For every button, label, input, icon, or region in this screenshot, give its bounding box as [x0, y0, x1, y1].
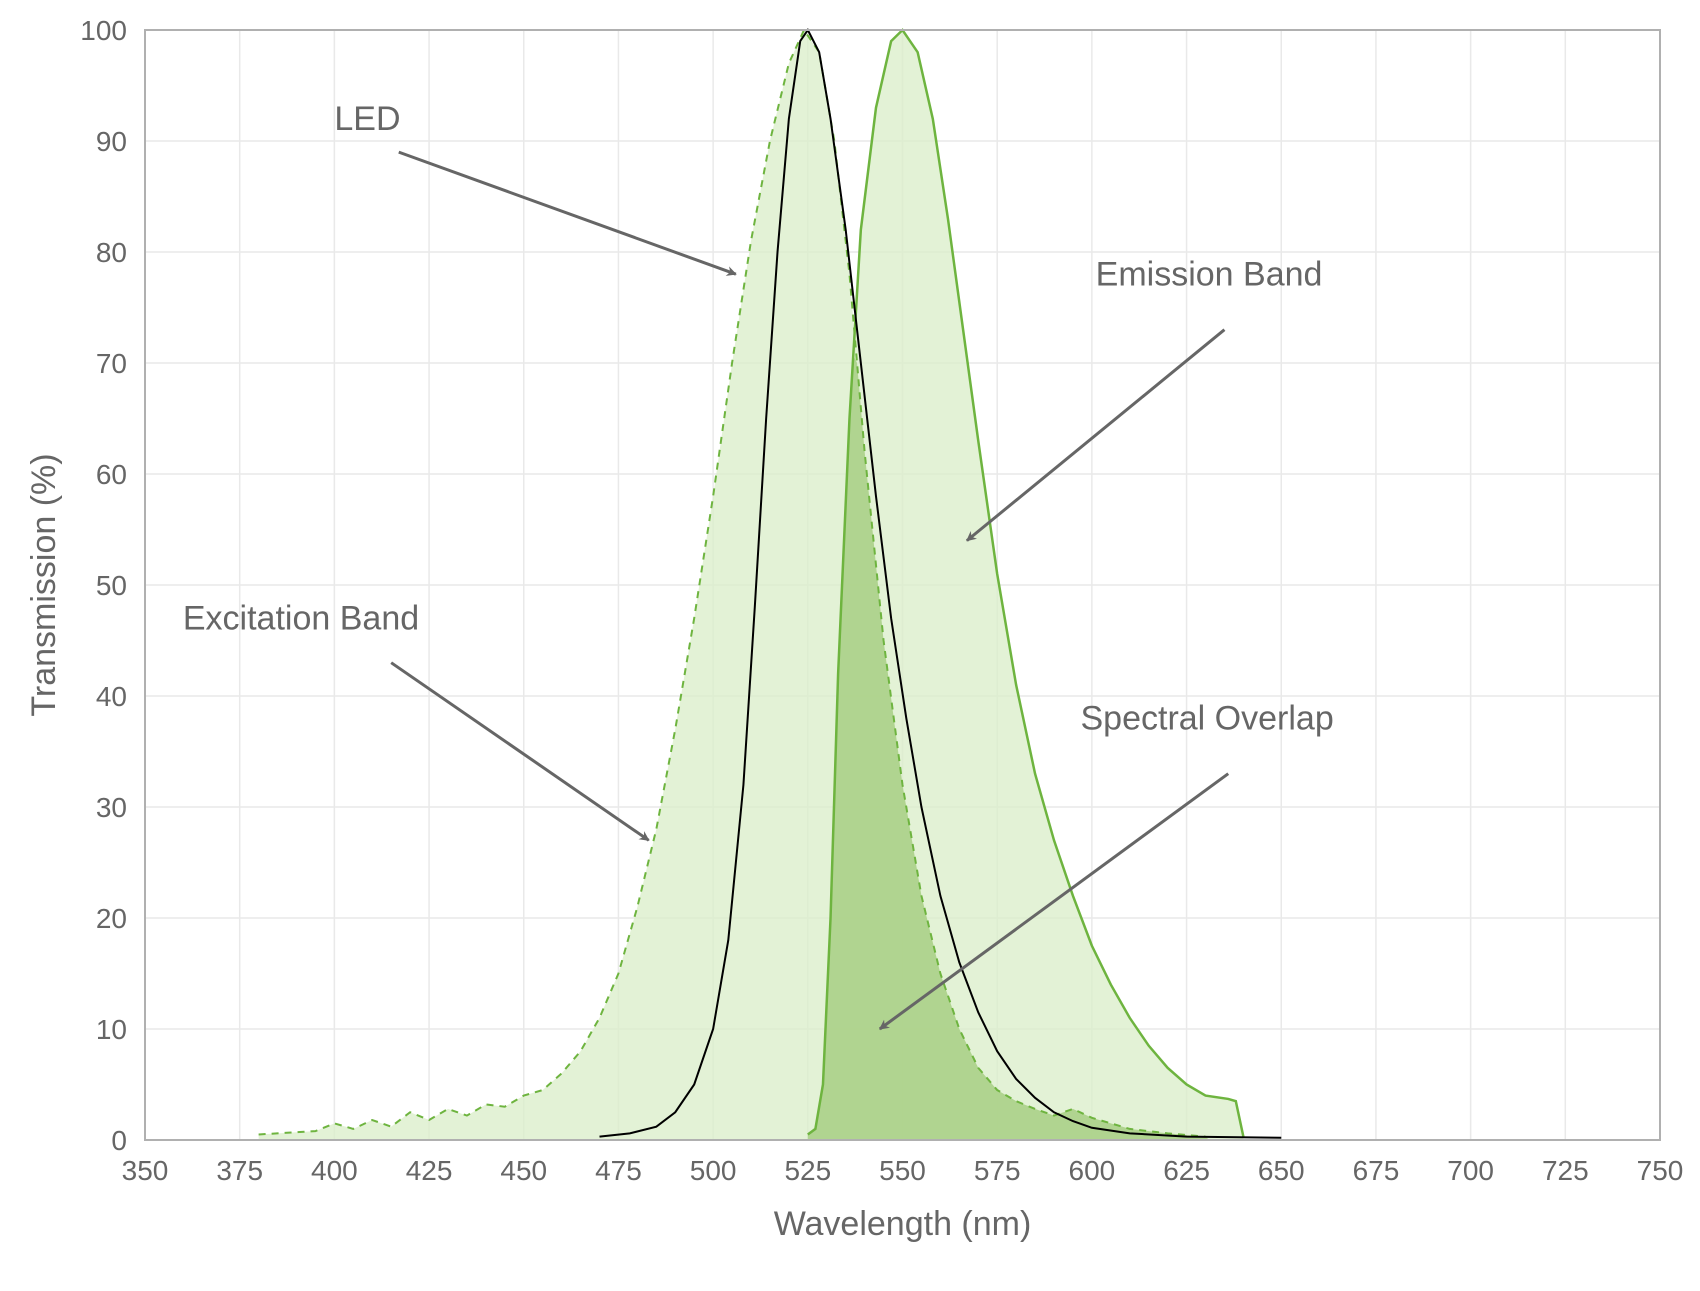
y-tick-label: 20	[96, 903, 127, 934]
emission-arrow	[967, 330, 1225, 541]
emission-label: Emission Band	[1096, 255, 1323, 293]
y-tick-label: 40	[96, 681, 127, 712]
x-tick-label: 450	[500, 1155, 547, 1186]
chart-container: 3503754004254504755005255505756006256506…	[0, 0, 1700, 1291]
excitation-label: Excitation Band	[183, 599, 419, 637]
x-tick-label: 750	[1637, 1155, 1684, 1186]
x-axis-title: Wavelength (nm)	[774, 1205, 1032, 1243]
led-arrow	[399, 152, 736, 274]
y-tick-label: 100	[80, 15, 127, 46]
y-tick-label: 60	[96, 459, 127, 490]
x-tick-label: 725	[1542, 1155, 1589, 1186]
x-tick-label: 700	[1447, 1155, 1494, 1186]
x-tick-label: 475	[595, 1155, 642, 1186]
y-tick-label: 10	[96, 1014, 127, 1045]
x-tick-label: 675	[1353, 1155, 1400, 1186]
excitation-arrow	[391, 663, 649, 841]
y-tick-label: 80	[96, 237, 127, 268]
x-tick-label: 350	[122, 1155, 169, 1186]
x-tick-label: 600	[1069, 1155, 1116, 1186]
x-tick-label: 425	[406, 1155, 453, 1186]
x-tick-label: 400	[311, 1155, 358, 1186]
led-label: LED	[334, 100, 400, 138]
y-tick-label: 50	[96, 570, 127, 601]
x-tick-label: 525	[784, 1155, 831, 1186]
x-tick-label: 375	[216, 1155, 263, 1186]
x-tick-label: 650	[1258, 1155, 1305, 1186]
y-tick-label: 0	[111, 1125, 127, 1156]
x-tick-label: 500	[690, 1155, 737, 1186]
x-tick-label: 575	[974, 1155, 1021, 1186]
y-axis-title: Transmission (%)	[25, 453, 63, 716]
x-tick-label: 625	[1163, 1155, 1210, 1186]
overlap-label: Spectral Overlap	[1081, 699, 1334, 737]
x-tick-label: 550	[879, 1155, 926, 1186]
y-tick-label: 90	[96, 126, 127, 157]
y-tick-label: 70	[96, 348, 127, 379]
y-tick-label: 30	[96, 792, 127, 823]
spectral-chart: 3503754004254504755005255505756006256506…	[0, 0, 1700, 1291]
